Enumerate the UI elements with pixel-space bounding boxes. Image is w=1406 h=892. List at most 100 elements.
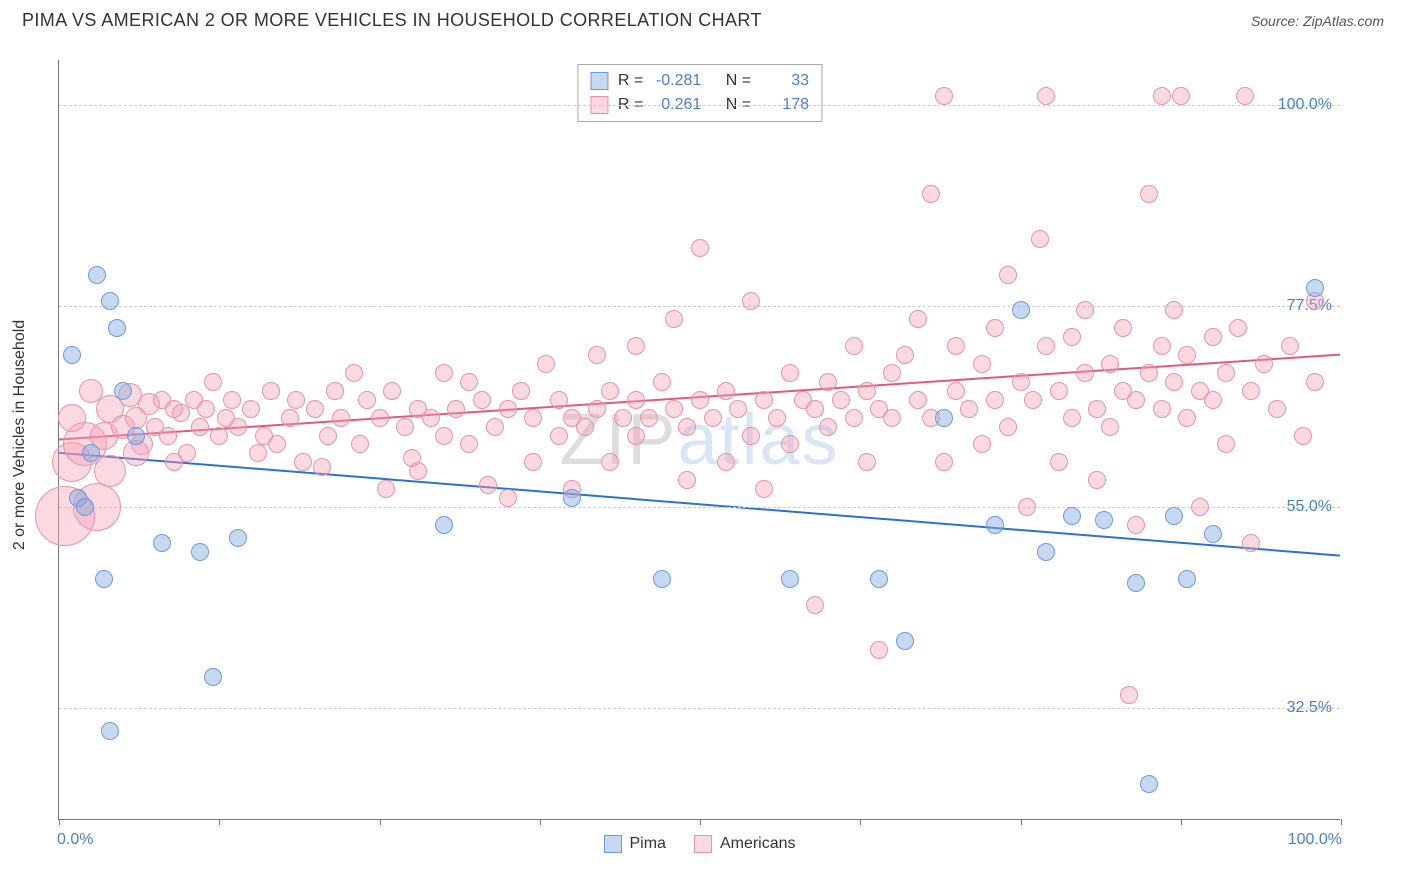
scatter-point <box>94 455 126 487</box>
legend-label-americans: Americans <box>720 835 796 853</box>
scatter-point <box>499 489 517 507</box>
scatter-point <box>1127 574 1145 592</box>
x-tick <box>540 819 541 825</box>
scatter-point <box>563 489 581 507</box>
scatter-point <box>435 427 453 445</box>
scatter-point <box>204 668 222 686</box>
scatter-point <box>1088 471 1106 489</box>
scatter-point <box>1076 364 1094 382</box>
y-axis-title: 2 or more Vehicles in Household <box>11 320 29 550</box>
chart-container: 2 or more Vehicles in Household ZIPatlas… <box>40 50 1380 820</box>
scatter-point <box>819 418 837 436</box>
scatter-point <box>345 364 363 382</box>
pima-swatch <box>590 72 608 90</box>
scatter-point <box>883 364 901 382</box>
scatter-point <box>460 435 478 453</box>
scatter-point <box>653 373 671 391</box>
scatter-point <box>191 543 209 561</box>
scatter-point <box>1306 279 1324 297</box>
scatter-point <box>229 529 247 547</box>
scatter-point <box>717 453 735 471</box>
scatter-point <box>1037 543 1055 561</box>
scatter-point <box>371 409 389 427</box>
scatter-point <box>781 570 799 588</box>
scatter-point <box>1101 355 1119 373</box>
scatter-point <box>1172 87 1190 105</box>
scatter-point <box>1191 498 1209 516</box>
trend-lines-svg <box>59 60 1340 819</box>
scatter-point <box>601 453 619 471</box>
n-label: N = <box>726 69 751 93</box>
scatter-point <box>999 418 1017 436</box>
x-tick <box>1341 819 1342 825</box>
scatter-point <box>358 391 376 409</box>
scatter-point <box>1127 391 1145 409</box>
scatter-point <box>550 427 568 445</box>
scatter-point <box>1204 328 1222 346</box>
scatter-point <box>191 418 209 436</box>
scatter-point <box>63 346 81 364</box>
scatter-point <box>973 355 991 373</box>
scatter-point <box>1120 686 1138 704</box>
scatter-point <box>1153 400 1171 418</box>
americans-swatch-icon <box>694 835 712 853</box>
scatter-point <box>1024 391 1042 409</box>
scatter-point <box>76 498 94 516</box>
bottom-legend: Pima Americans <box>603 835 795 853</box>
scatter-point <box>755 480 773 498</box>
scatter-point <box>326 382 344 400</box>
scatter-point <box>627 427 645 445</box>
scatter-point <box>486 418 504 436</box>
y-tick-label: 32.5% <box>1287 699 1332 717</box>
scatter-point <box>729 400 747 418</box>
scatter-point <box>640 409 658 427</box>
scatter-point <box>1127 516 1145 534</box>
chart-title: PIMA VS AMERICAN 2 OR MORE VEHICLES IN H… <box>22 10 762 31</box>
grid-line <box>59 105 1340 106</box>
scatter-point <box>1217 364 1235 382</box>
scatter-point <box>806 596 824 614</box>
x-tick <box>380 819 381 825</box>
scatter-point <box>479 476 497 494</box>
scatter-point <box>1268 400 1286 418</box>
scatter-point <box>268 435 286 453</box>
scatter-point <box>460 373 478 391</box>
scatter-point <box>935 409 953 427</box>
scatter-point <box>127 427 145 445</box>
x-tick <box>59 819 60 825</box>
scatter-point <box>82 444 100 462</box>
scatter-point <box>1050 382 1068 400</box>
scatter-point <box>512 382 530 400</box>
plot-area: ZIPatlas R = -0.281 N = 33 R = 0.261 N =… <box>58 60 1340 820</box>
scatter-point <box>101 292 119 310</box>
scatter-point <box>1242 382 1260 400</box>
scatter-point <box>717 382 735 400</box>
scatter-point <box>1114 319 1132 337</box>
trend-line <box>59 453 1340 556</box>
scatter-point <box>845 337 863 355</box>
scatter-point <box>588 346 606 364</box>
scatter-point <box>832 391 850 409</box>
scatter-point <box>1229 319 1247 337</box>
source-attribution: Source: ZipAtlas.com <box>1251 13 1384 29</box>
scatter-point <box>108 319 126 337</box>
scatter-point <box>627 391 645 409</box>
x-tick <box>1181 819 1182 825</box>
scatter-point <box>819 373 837 391</box>
scatter-point <box>229 418 247 436</box>
scatter-point <box>447 400 465 418</box>
scatter-point <box>742 292 760 310</box>
x-tick <box>860 819 861 825</box>
scatter-point <box>550 391 568 409</box>
scatter-point <box>319 427 337 445</box>
scatter-point <box>1217 435 1235 453</box>
scatter-point <box>403 449 421 467</box>
scatter-point <box>396 418 414 436</box>
x-label-max: 100.0% <box>1288 831 1342 849</box>
scatter-point <box>870 641 888 659</box>
scatter-point <box>524 409 542 427</box>
scatter-point <box>159 427 177 445</box>
scatter-point <box>960 400 978 418</box>
scatter-point <box>88 266 106 284</box>
scatter-point <box>1031 230 1049 248</box>
